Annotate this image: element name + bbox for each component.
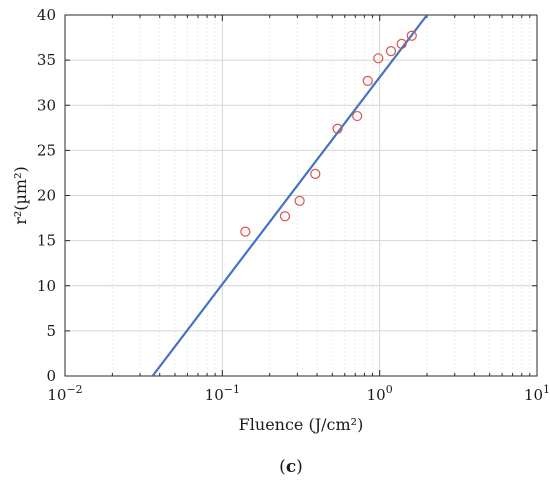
- fit-line-layer: [151, 15, 428, 376]
- data-point-marker: [279, 211, 291, 222]
- y-tick-label: 40: [37, 6, 56, 24]
- data-point-marker: [294, 195, 305, 207]
- data-point-marker: [373, 53, 384, 64]
- y-tick-label: 5: [46, 322, 56, 340]
- y-tick-label: 25: [37, 141, 56, 159]
- x-tick-label: 101: [524, 383, 550, 404]
- grid-lines: [64, 14, 537, 377]
- data-markers: [240, 30, 417, 237]
- x-tick-label: 100: [367, 383, 393, 404]
- data-point-marker: [352, 110, 363, 122]
- caption-close: ): [296, 457, 303, 477]
- fit-line: [151, 15, 428, 376]
- tick-labels: 0 5 10 15 20 25 30 35 40 10−2 10−1 100 101: [37, 6, 550, 404]
- y-tick-label: 10: [37, 277, 56, 295]
- y-tick-label: 0: [46, 367, 56, 385]
- x-axis-title: Fluence (J/cm²): [239, 415, 364, 434]
- y-tick-label: 35: [37, 51, 56, 69]
- data-point-marker: [385, 45, 397, 57]
- x-tick-label: 10−1: [205, 383, 240, 404]
- y-tick-label: 15: [37, 232, 56, 250]
- data-point-marker: [240, 226, 251, 237]
- axis-ticks: [64, 14, 538, 377]
- caption-letter: c: [286, 457, 296, 477]
- figure-caption: (c): [279, 457, 303, 477]
- data-point-marker: [406, 30, 417, 41]
- caption-open: (: [279, 457, 286, 477]
- y-tick-label: 20: [37, 187, 56, 205]
- data-point-marker: [396, 38, 407, 49]
- data-point-marker: [362, 75, 373, 86]
- data-point-marker: [332, 123, 343, 134]
- y-axis-title: r²(µm²): [11, 166, 30, 225]
- data-point-marker: [310, 168, 321, 179]
- x-tick-label: 10−2: [47, 383, 82, 404]
- y-tick-label: 30: [37, 96, 56, 114]
